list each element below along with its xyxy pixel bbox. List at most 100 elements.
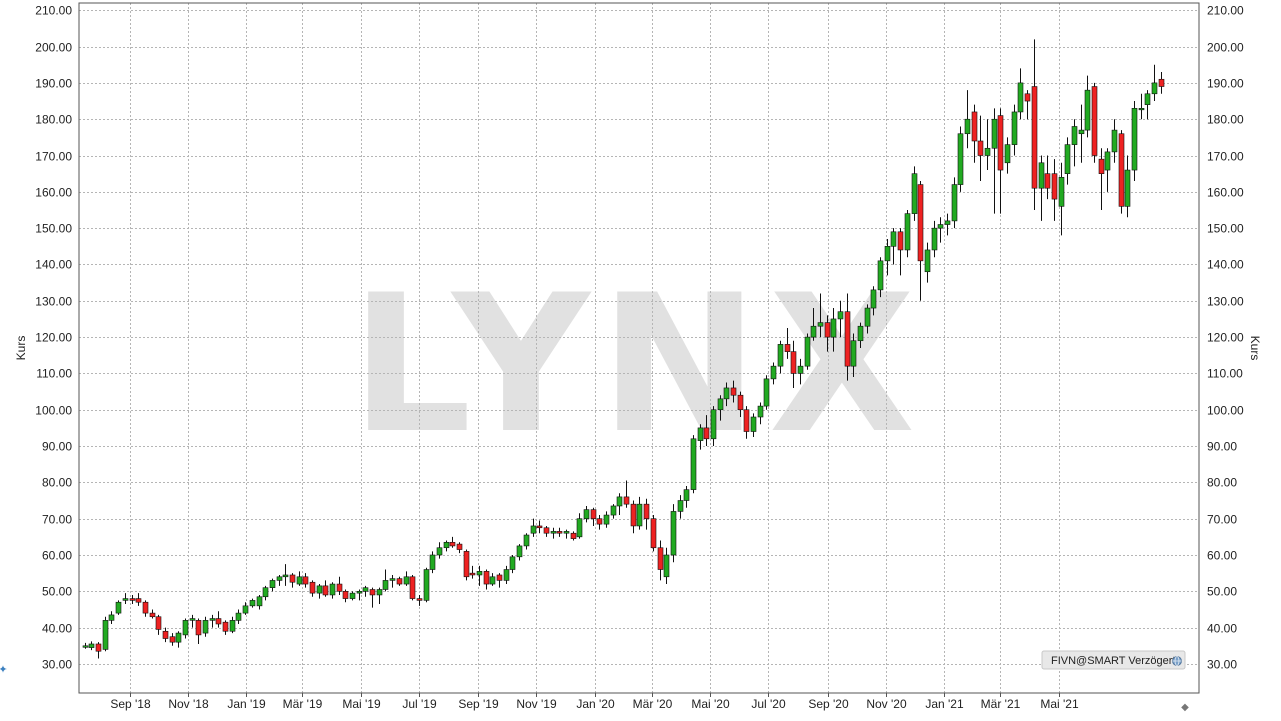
- scroll-arrow-icon[interactable]: ◆: [1181, 702, 1189, 713]
- candle-body: [483, 571, 490, 585]
- source-badge[interactable]: FIVN@SMART Verzögert: [1041, 650, 1186, 670]
- candle: [115, 600, 122, 615]
- candle-body: [576, 518, 583, 538]
- candle: [570, 531, 577, 541]
- candle: [1058, 162, 1065, 236]
- candle-body: [937, 224, 944, 229]
- candle-body: [276, 576, 283, 581]
- candle-body: [710, 409, 717, 440]
- candle-body: [991, 118, 998, 149]
- y-tick-label-right: 70.00: [1207, 513, 1237, 527]
- candle: [944, 213, 951, 236]
- candle-body: [449, 541, 456, 547]
- candle: [249, 598, 256, 608]
- candle-body: [530, 525, 537, 534]
- y-tick-label-right: 80.00: [1207, 476, 1237, 490]
- candle: [1144, 90, 1151, 120]
- settings-icon[interactable]: ✦: [0, 663, 8, 676]
- candle: [543, 525, 550, 537]
- candle-body: [1098, 158, 1105, 174]
- candle: [1064, 137, 1071, 185]
- candle: [322, 580, 329, 597]
- candle: [904, 210, 911, 258]
- candle: [1044, 155, 1051, 200]
- candle: [129, 594, 136, 605]
- candle: [824, 315, 831, 352]
- candle-body: [456, 543, 463, 550]
- candle: [690, 435, 697, 494]
- candle-body: [797, 365, 804, 374]
- candle-body: [964, 118, 971, 135]
- candle: [396, 576, 403, 586]
- candle-body: [1038, 162, 1045, 189]
- candle: [496, 573, 503, 588]
- candle: [777, 340, 784, 374]
- source-badge-bg: [1041, 650, 1186, 670]
- candle-body: [610, 505, 617, 516]
- candle: [489, 573, 496, 586]
- candle: [636, 496, 643, 530]
- candle-body: [142, 601, 149, 614]
- candle-body: [1058, 177, 1065, 207]
- candle: [82, 642, 89, 649]
- candle: [1091, 82, 1098, 163]
- x-tick-label: Sep '19: [458, 697, 499, 711]
- candle-body: [249, 600, 256, 607]
- y-tick-label-left: 170.00: [35, 150, 72, 164]
- candle-body: [911, 173, 918, 214]
- candle-body: [1151, 82, 1158, 95]
- x-tick-label: Mai '19: [342, 697, 381, 711]
- y-tick-label-left: 60.00: [42, 549, 72, 563]
- candle-body: [603, 514, 610, 525]
- candle: [1038, 155, 1045, 221]
- candle: [409, 574, 416, 601]
- candle: [750, 413, 757, 437]
- candle-body: [135, 598, 142, 603]
- candle-body: [155, 616, 162, 630]
- candle: [1124, 155, 1131, 218]
- candle-body: [536, 525, 543, 529]
- y-tick-label-left: 180.00: [35, 113, 72, 127]
- candle: [616, 493, 623, 516]
- candle: [476, 565, 483, 586]
- candle-body: [242, 605, 249, 614]
- candle: [1084, 75, 1091, 138]
- candle-body: [784, 344, 791, 352]
- candle: [389, 574, 396, 588]
- candle: [108, 611, 115, 624]
- x-tick-label: Mär '21: [981, 697, 1021, 711]
- candle-body: [282, 574, 289, 578]
- candle-body: [516, 545, 523, 558]
- candle: [710, 406, 717, 447]
- candle: [356, 589, 363, 601]
- candle-body: [88, 643, 95, 648]
- candle: [1011, 104, 1018, 156]
- y-tick-label-right: 150.00: [1207, 222, 1244, 236]
- candle-body: [997, 115, 1004, 171]
- candle: [804, 333, 811, 370]
- candle-body: [296, 576, 303, 585]
- x-tick-label: Jan '19: [227, 697, 266, 711]
- candle-body: [382, 580, 389, 590]
- candle: [857, 322, 864, 348]
- candle-body: [463, 551, 470, 578]
- candle-body: [169, 636, 176, 643]
- candle: [175, 631, 182, 648]
- candle: [443, 540, 450, 552]
- candle-body: [82, 645, 89, 648]
- candle-body: [824, 322, 831, 338]
- x-tick-label: Sep '18: [110, 697, 151, 711]
- candle: [977, 115, 984, 181]
- candle: [563, 529, 570, 539]
- candle: [1071, 119, 1078, 167]
- candle: [663, 547, 670, 585]
- candle-body: [543, 527, 550, 534]
- y-tick-label-right: 120.00: [1207, 331, 1244, 345]
- candle-body: [757, 405, 764, 418]
- candle-body: [1104, 151, 1111, 171]
- plot-frame: [78, 2, 1200, 694]
- candle: [1104, 148, 1111, 192]
- candle-body: [944, 220, 951, 225]
- y-tick-label-left: 80.00: [42, 476, 72, 490]
